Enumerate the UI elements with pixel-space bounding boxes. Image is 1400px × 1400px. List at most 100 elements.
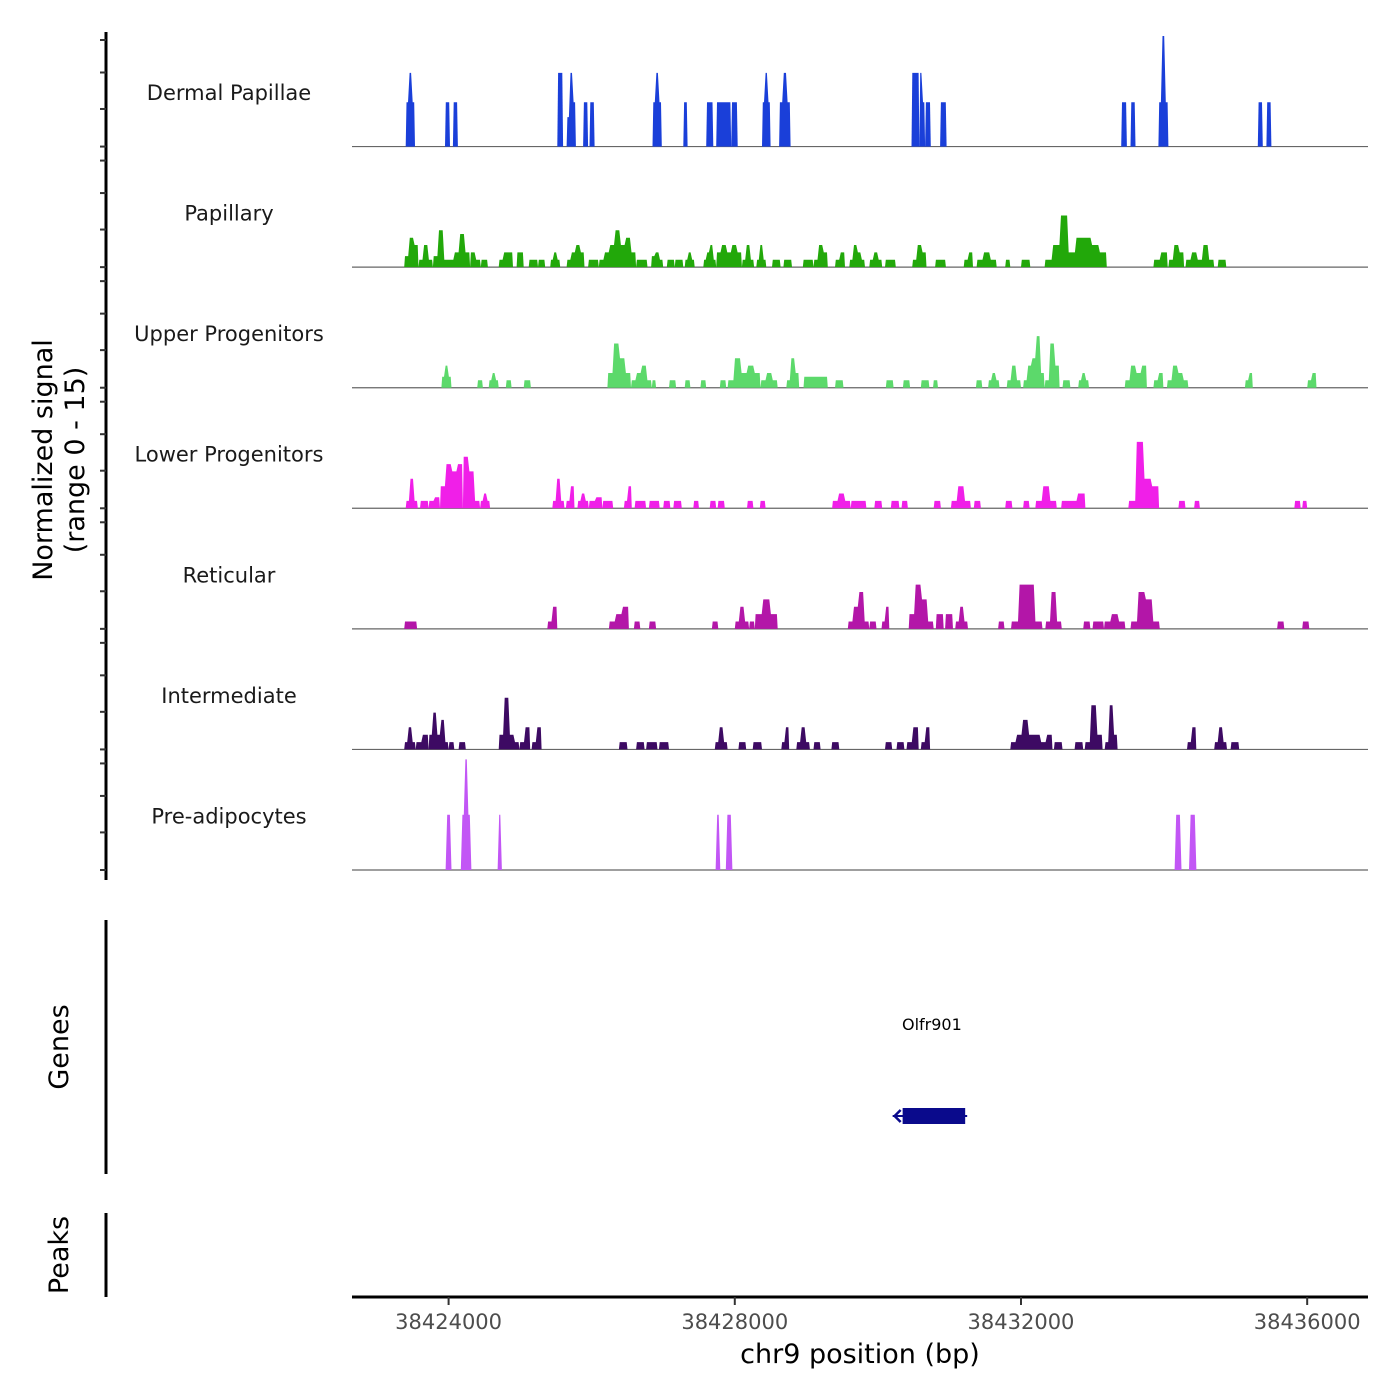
track-pre-adipocytes: Pre-adipocytes: [151, 759, 1368, 871]
signal-peak: [441, 365, 452, 388]
signal-peak: [772, 259, 781, 268]
signal-peak: [731, 102, 738, 147]
signal-peak: [706, 102, 714, 147]
signal-peak: [709, 500, 717, 509]
signal-peak: [663, 500, 671, 509]
signal-peak: [754, 599, 778, 629]
signal-peak: [850, 500, 867, 509]
signal-peak: [906, 727, 919, 750]
signal-peak: [618, 742, 628, 750]
y-axis-title-line1: Normalized signal: [28, 339, 59, 581]
signal-peak: [498, 697, 520, 750]
signal-peak: [881, 606, 890, 629]
signal-peak: [885, 380, 894, 388]
track-label: Pre-adipocytes: [151, 804, 306, 828]
signal-peak: [683, 102, 688, 147]
signal-peak: [552, 478, 565, 509]
signal-peak: [1021, 259, 1031, 268]
signal-peak: [547, 606, 558, 629]
signal-peak: [1104, 705, 1118, 750]
signal-peak: [1035, 486, 1057, 509]
signal-peak: [440, 464, 463, 509]
signal-peak: [874, 500, 883, 509]
signal-peak: [444, 814, 453, 870]
signal-peak: [428, 712, 449, 750]
signal-peak: [405, 478, 418, 509]
x-axis-ticks: 38424000 38428000 38432000 38436000: [395, 1297, 1361, 1334]
signal-tracks: Dermal Papillae Papillary Upper Progenitor…: [134, 36, 1368, 871]
track-label: Lower Progenitors: [135, 443, 324, 467]
signal-peak: [458, 759, 474, 870]
gene-olfr901: Olfr901: [892, 1015, 968, 1124]
signal-peak: [1045, 592, 1062, 629]
signal-peak: [786, 358, 800, 388]
signal-peak: [623, 486, 632, 509]
signal-peak: [405, 72, 415, 147]
signal-peak: [598, 230, 637, 268]
signal-peak: [583, 102, 589, 147]
signal-peak: [452, 102, 458, 147]
signal-peak: [749, 621, 755, 629]
signal-peak: [781, 727, 790, 750]
genes-track: Olfr901: [892, 1015, 968, 1124]
signal-peak: [933, 380, 938, 388]
signal-peak: [1277, 621, 1285, 629]
signal-peak: [607, 343, 631, 388]
signal-peak: [1266, 102, 1272, 147]
signal-peak: [869, 621, 877, 629]
signal-peak: [470, 252, 481, 268]
signal-peak: [420, 500, 429, 509]
signal-y-ticks: [100, 39, 106, 871]
signal-peak: [759, 500, 766, 509]
signal-peak: [783, 259, 792, 268]
signal-peak: [1230, 742, 1240, 750]
signal-peak: [920, 727, 931, 750]
signal-peak: [428, 497, 440, 509]
signal-peak: [404, 727, 416, 750]
track-label: Intermediate: [161, 684, 297, 708]
signal-peak: [588, 497, 603, 509]
signal-peak: [1172, 814, 1184, 870]
signal-peak: [975, 380, 983, 388]
signal-peak: [756, 245, 767, 268]
signal-peak: [404, 237, 419, 268]
signal-peak: [498, 252, 513, 268]
signal-peak: [885, 742, 893, 750]
signal-peak: [935, 259, 946, 268]
signal-peak: [1158, 36, 1169, 147]
signal-peak: [418, 245, 433, 268]
signal-peak: [1153, 373, 1164, 388]
signal-peak: [920, 380, 930, 388]
signal-peak: [724, 814, 735, 870]
signal-peak: [577, 493, 589, 509]
signal-peak: [404, 621, 418, 629]
signal-peak: [550, 252, 561, 268]
signal-peak: [589, 102, 595, 147]
signal-peak: [480, 493, 491, 509]
signal-peak: [480, 259, 488, 268]
signal-peak: [531, 727, 542, 750]
signal-peak: [631, 365, 652, 388]
signal-peak: [1168, 245, 1185, 268]
signal-peak: [1023, 500, 1030, 509]
signal-peak: [902, 380, 911, 388]
signal-peak: [849, 245, 865, 268]
signal-peak: [1005, 259, 1011, 268]
signal-peak: [988, 373, 1000, 388]
signal-peak: [519, 727, 531, 750]
signal-peak: [565, 486, 575, 509]
signal-peak: [711, 621, 719, 629]
track-lower-progenitors: Lower Progenitors: [135, 441, 1368, 509]
signal-peak: [741, 245, 755, 268]
signal-peak: [505, 380, 512, 388]
signal-peak: [760, 373, 778, 388]
signal-peak: [652, 72, 662, 147]
track-intermediate: Intermediate: [161, 684, 1368, 751]
signal-peak: [1185, 245, 1215, 268]
signal-peak: [796, 727, 810, 750]
genes-panel-label: Genes: [44, 1004, 75, 1089]
signal-peak: [1166, 365, 1189, 388]
signal-peak: [673, 500, 682, 509]
signal-peak: [566, 245, 585, 268]
signal-peak: [1307, 373, 1317, 388]
